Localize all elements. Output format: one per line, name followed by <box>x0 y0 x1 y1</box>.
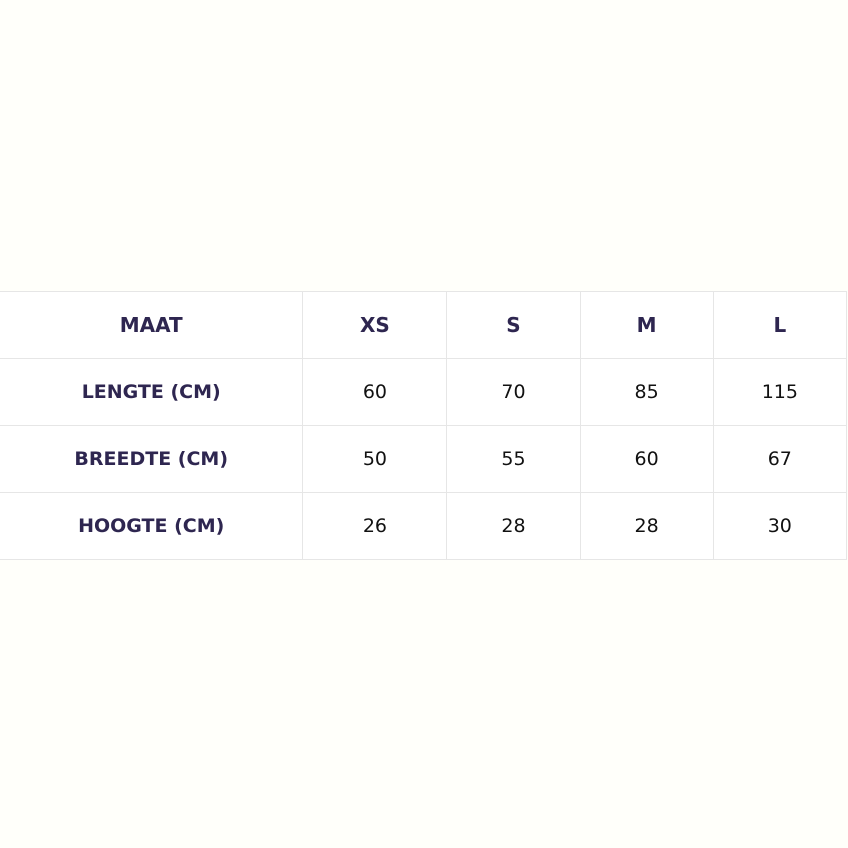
cell: 26 <box>302 492 448 560</box>
cell: 85 <box>579 358 714 426</box>
header-maat: MAAT <box>0 291 304 359</box>
row-label: LENGTE (CM) <box>0 358 304 426</box>
cell: 67 <box>712 425 848 493</box>
table-row: LENGTE (CM) 60 70 85 115 <box>0 358 848 426</box>
table-row: HOOGTE (CM) 26 28 28 30 <box>0 492 848 560</box>
header-l: L <box>712 291 848 359</box>
cell: 28 <box>446 492 581 560</box>
cell: 28 <box>579 492 714 560</box>
cell: 50 <box>302 425 448 493</box>
cell: 60 <box>579 425 714 493</box>
header-m: M <box>579 291 714 359</box>
table-row: BREEDTE (CM) 50 55 60 67 <box>0 425 848 493</box>
header-xs: XS <box>302 291 448 359</box>
cell: 70 <box>446 358 581 426</box>
cell: 115 <box>712 358 848 426</box>
header-s: S <box>446 291 581 359</box>
cell: 30 <box>712 492 848 560</box>
cell: 60 <box>302 358 448 426</box>
header-row: MAAT XS S M L <box>0 291 848 359</box>
cell: 55 <box>446 425 581 493</box>
row-label: HOOGTE (CM) <box>0 492 304 560</box>
size-chart-table: MAAT XS S M L LENGTE (CM) 60 70 85 115 B… <box>0 291 848 560</box>
row-label: BREEDTE (CM) <box>0 425 304 493</box>
